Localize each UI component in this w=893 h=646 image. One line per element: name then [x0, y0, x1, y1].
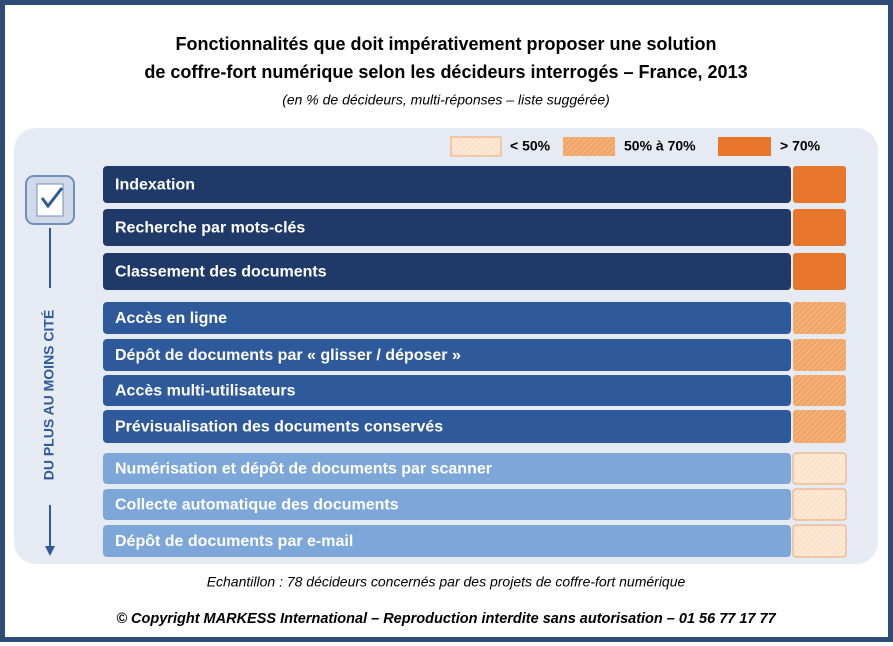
row-bar — [103, 375, 791, 406]
row-cell — [793, 410, 846, 443]
row-label: Accès multi-utilisateurs — [115, 383, 296, 400]
title: de coffre-fort numérique selon les décid… — [144, 62, 747, 82]
row-label: Indexation — [115, 177, 195, 194]
row-cell — [793, 302, 846, 334]
row-bar — [103, 453, 791, 484]
title: Fonctionnalités que doit impérativement … — [175, 34, 716, 54]
row-label: Collecte automatique des documents — [115, 497, 399, 514]
legend-swatch — [563, 137, 615, 156]
row-bar — [103, 410, 791, 443]
footnote: Echantillon : 78 décideurs concernés par… — [207, 574, 686, 590]
row-bar — [103, 253, 791, 290]
legend-swatch — [450, 136, 502, 157]
row-label: Accès en ligne — [115, 310, 227, 327]
legend-swatch — [718, 137, 771, 156]
row-label: Dépôt de documents par « glisser / dépos… — [115, 347, 461, 364]
row-cell — [792, 452, 847, 485]
row-cell — [793, 209, 846, 246]
row-cell — [792, 524, 847, 558]
row-bar — [103, 339, 791, 371]
side-label: DU PLUS AU MOINS CITÉ — [41, 310, 57, 481]
row-cell — [793, 253, 846, 290]
subtitle: (en % de décideurs, multi-réponses – lis… — [282, 92, 610, 108]
row-bar — [103, 166, 791, 203]
row-label: Classement des documents — [115, 264, 327, 281]
row-bar — [103, 302, 791, 334]
row-label: Recherche par mots-clés — [115, 220, 305, 237]
row-cell — [792, 488, 847, 521]
icon — [25, 175, 75, 225]
side-arrow-head — [45, 546, 55, 556]
copyright: © Copyright MARKESS International – Repr… — [116, 611, 776, 627]
row-label: Numérisation et dépôt de documents par s… — [115, 461, 492, 478]
legend-label: < 50% — [510, 138, 551, 154]
row-bar — [103, 209, 791, 246]
row-bar — [103, 525, 791, 557]
legend-label: > 70% — [780, 138, 821, 154]
row-cell — [793, 375, 846, 406]
row-label: Prévisualisation des documents conservés — [115, 419, 443, 436]
row-cell — [793, 339, 846, 371]
legend-label: 50% à 70% — [624, 138, 696, 154]
row-cell — [793, 166, 846, 203]
row-label: Dépôt de documents par e-mail — [115, 533, 353, 550]
row-bar — [103, 489, 791, 520]
